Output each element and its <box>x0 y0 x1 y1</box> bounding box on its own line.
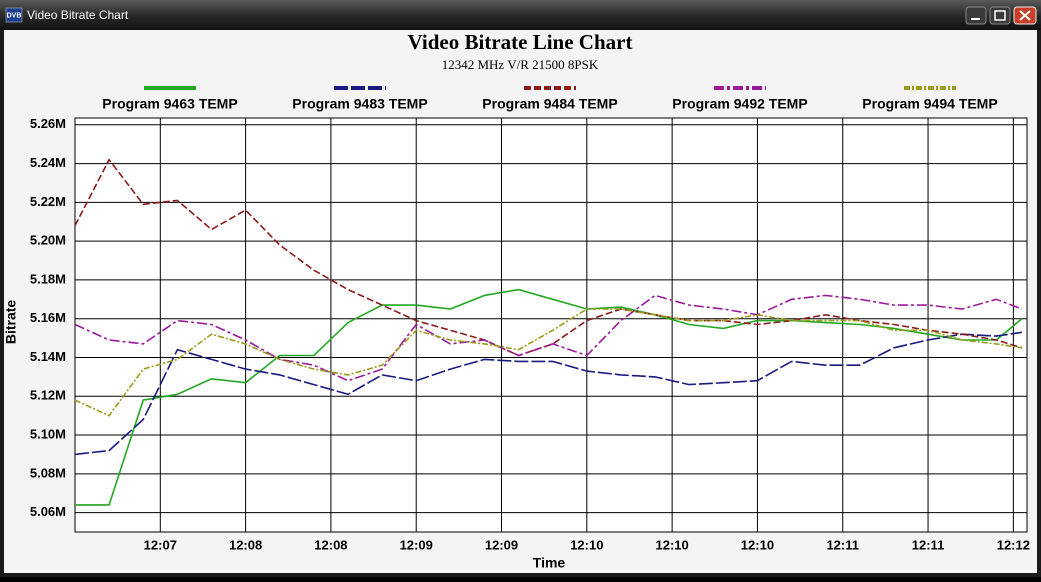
title-bar <box>0 0 1041 30</box>
y-tick-label: 5.06M <box>30 504 66 519</box>
legend-label: Program 9492 TEMP <box>672 96 807 112</box>
window-title: Video Bitrate Chart <box>27 8 129 22</box>
maximize-icon <box>994 10 1006 21</box>
y-tick-label: 5.08M <box>30 465 66 480</box>
x-tick-label: 12:09 <box>485 537 518 552</box>
y-tick-label: 5.18M <box>30 271 66 286</box>
y-tick-label: 5.14M <box>30 349 66 364</box>
x-tick-label: 12:10 <box>570 537 603 552</box>
maximize-button[interactable] <box>989 6 1011 25</box>
y-tick-label: 5.16M <box>30 310 66 325</box>
series-line <box>75 288 1023 506</box>
chart-subtitle: 12342 MHz V/R 21500 8PSK <box>442 57 599 72</box>
y-tick-label: 5.10M <box>30 426 66 441</box>
x-tick-label: 12:10 <box>741 537 774 552</box>
y-tick-label: 5.26M <box>30 116 66 131</box>
x-tick-label: 12:11 <box>826 537 859 552</box>
legend-label: Program 9494 TEMP <box>862 96 997 112</box>
legend-label: Program 9484 TEMP <box>482 96 617 112</box>
minimize-button[interactable] <box>965 6 987 25</box>
y-tick-label: 5.20M <box>30 233 66 248</box>
series-line <box>74 308 1023 417</box>
chart-title: Video Bitrate Line Chart <box>408 30 633 54</box>
x-tick-label: 12:07 <box>144 537 177 552</box>
series-line <box>74 294 1023 382</box>
app-icon-text: DVB <box>7 12 22 19</box>
app-icon <box>5 7 23 23</box>
close-icon <box>1019 10 1031 21</box>
x-tick-label: 12:12 <box>997 537 1030 552</box>
x-tick-label: 12:11 <box>912 537 945 552</box>
y-axis-label: Bitrate <box>3 300 19 345</box>
x-tick-label: 12:08 <box>229 537 262 552</box>
x-tick-label: 12:08 <box>314 537 347 552</box>
plot-area <box>75 118 1027 532</box>
y-tick-label: 5.22M <box>30 194 66 209</box>
series-line <box>74 331 1023 456</box>
legend-label: Program 9463 TEMP <box>102 96 237 112</box>
x-tick-label: 12:09 <box>400 537 433 552</box>
legend-label: Program 9483 TEMP <box>292 96 427 112</box>
x-axis-label: Time <box>533 555 566 571</box>
x-tick-label: 12:10 <box>656 537 689 552</box>
y-tick-label: 5.12M <box>30 388 66 403</box>
y-tick-label: 5.24M <box>30 155 66 170</box>
series-line <box>74 158 1023 357</box>
